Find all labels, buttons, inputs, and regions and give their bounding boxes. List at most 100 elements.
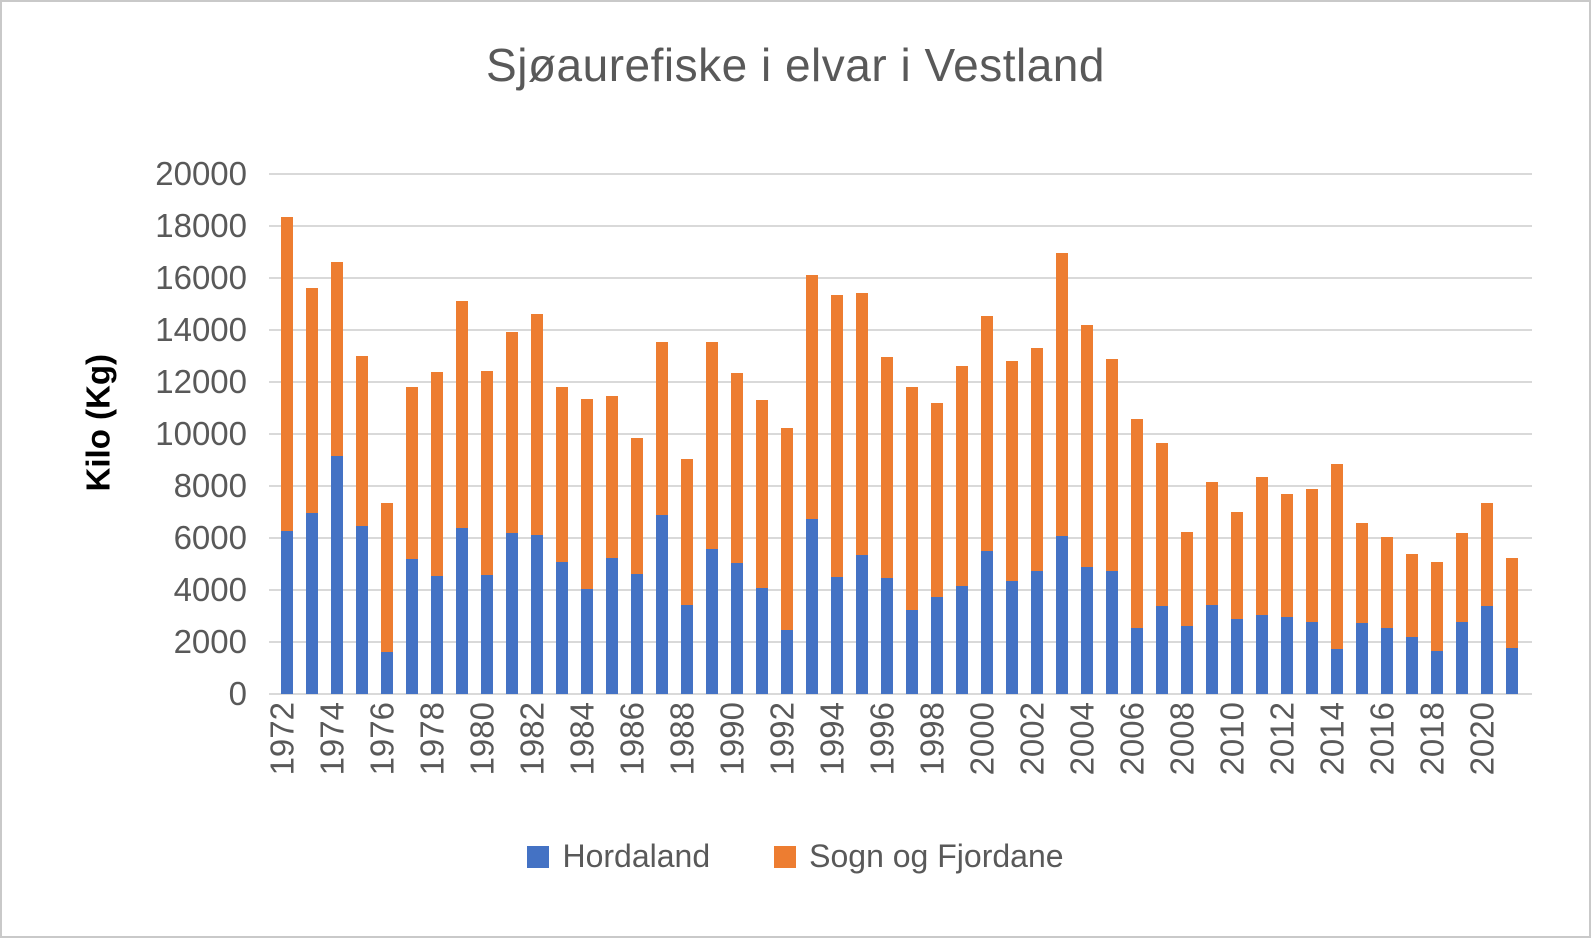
bar-segment-sogn-og-fjordane-1988: [680, 458, 693, 605]
y-tick-label-10000: 10000: [155, 415, 247, 452]
bar-segment-hordaland-1979: [455, 528, 468, 694]
x-tick-label-1992: 1992: [763, 702, 801, 776]
gridline-16000: [269, 277, 1532, 279]
bar-segment-hordaland-1997: [905, 610, 918, 694]
bar-segment-hordaland-2007: [1155, 606, 1168, 694]
bar-segment-hordaland-2018: [1430, 651, 1443, 694]
bar-segment-sogn-og-fjordane-2008: [1180, 532, 1193, 627]
bar-segment-hordaland-2015: [1355, 622, 1368, 694]
x-tick-label-2010: 2010: [1213, 702, 1251, 776]
bar-segment-sogn-og-fjordane-1993: [805, 274, 818, 519]
bar-segment-sogn-og-fjordane-2000: [980, 315, 993, 551]
x-tick-label-2000: 2000: [963, 702, 1001, 776]
bar-segment-sogn-og-fjordane-2012: [1280, 493, 1293, 618]
bar-segment-hordaland-2010: [1230, 618, 1243, 694]
x-tick-label-2002: 2002: [1013, 702, 1051, 776]
bar-segment-hordaland-1985: [605, 558, 618, 694]
bar-segment-hordaland-2009: [1205, 605, 1218, 694]
bar-segment-sogn-og-fjordane-2021: [1505, 557, 1518, 648]
y-tick-label-0: 0: [228, 675, 247, 712]
bar-segment-sogn-og-fjordane-1994: [830, 295, 843, 578]
x-tick-label-2014: 2014: [1313, 702, 1351, 776]
bar-segment-hordaland-2005: [1105, 570, 1118, 694]
y-tick-label-6000: 6000: [173, 519, 247, 556]
y-tick-label-12000: 12000: [155, 363, 247, 400]
bar-segment-sogn-og-fjordane-1987: [655, 342, 668, 515]
bar-segment-hordaland-1996: [880, 578, 893, 694]
bar-segment-hordaland-2008: [1180, 626, 1193, 694]
bar-segment-sogn-og-fjordane-1980: [480, 371, 493, 575]
y-tick-label-4000: 4000: [173, 571, 247, 608]
bar-segment-sogn-og-fjordane-1992: [780, 428, 793, 631]
x-tick-label-1996: 1996: [863, 702, 901, 776]
y-tick-label-2000: 2000: [173, 623, 247, 660]
y-tick-label-8000: 8000: [173, 467, 247, 504]
x-tick-label-2006: 2006: [1113, 702, 1151, 776]
gridline-4000: [269, 589, 1532, 591]
x-tick-label-1994: 1994: [813, 702, 851, 776]
bar-segment-hordaland-2020: [1480, 606, 1493, 694]
bar-segment-hordaland-2002: [1030, 570, 1043, 694]
bar-segment-hordaland-1974: [330, 455, 343, 694]
bar-segment-sogn-og-fjordane-1979: [455, 300, 468, 529]
bar-segment-hordaland-1988: [680, 604, 693, 694]
bar-segment-hordaland-2011: [1255, 614, 1268, 694]
bar-segment-sogn-og-fjordane-2010: [1230, 511, 1243, 619]
bar-segment-sogn-og-fjordane-2018: [1430, 561, 1443, 652]
bar-segment-hordaland-1991: [755, 587, 768, 694]
bar-segment-sogn-og-fjordane-1998: [930, 402, 943, 597]
legend-label: Sogn og Fjordane: [809, 838, 1064, 874]
bar-segment-hordaland-2000: [980, 551, 993, 694]
gridline-18000: [269, 225, 1532, 227]
bar-segment-hordaland-2003: [1055, 535, 1068, 694]
bar-segment-sogn-og-fjordane-1975: [355, 355, 368, 526]
bar-segment-hordaland-1975: [355, 525, 368, 694]
bar-segment-sogn-og-fjordane-1978: [430, 372, 443, 576]
bar-segment-sogn-og-fjordane-1991: [755, 400, 768, 588]
gridline-2000: [269, 641, 1532, 643]
legend-swatch-icon: [527, 845, 550, 868]
x-tick-label-1980: 1980: [463, 702, 501, 776]
x-tick-label-2012: 2012: [1263, 702, 1301, 776]
bar-segment-sogn-og-fjordane-1996: [880, 356, 893, 579]
gridline-8000: [269, 485, 1532, 487]
bar-segment-sogn-og-fjordane-1976: [380, 502, 393, 652]
bar-segment-sogn-og-fjordane-2015: [1355, 522, 1368, 623]
bar-segment-hordaland-1994: [830, 577, 843, 694]
gridline-20000: [269, 173, 1532, 175]
bar-segment-hordaland-1993: [805, 518, 818, 694]
bar-segment-sogn-og-fjordane-1977: [405, 387, 418, 559]
bar-segment-hordaland-2001: [1005, 581, 1018, 694]
bar-segment-sogn-og-fjordane-1973: [305, 288, 318, 514]
chart-title: Sjøaurefiske i elvar i Vestland: [486, 39, 1105, 91]
plot-area: [269, 173, 1532, 695]
bar-segment-sogn-og-fjordane-2009: [1205, 481, 1218, 606]
bar-segment-sogn-og-fjordane-1983: [555, 387, 568, 562]
bar-segment-sogn-og-fjordane-2007: [1155, 443, 1168, 607]
bar-segment-hordaland-2006: [1130, 627, 1143, 694]
bar-segment-sogn-og-fjordane-2004: [1080, 324, 1093, 567]
bar-segment-sogn-og-fjordane-1999: [955, 366, 968, 587]
y-tick-label-14000: 14000: [155, 311, 247, 348]
bar-segment-sogn-og-fjordane-2002: [1030, 347, 1043, 571]
x-tick-label-1990: 1990: [713, 702, 751, 776]
bar-segment-hordaland-1977: [405, 558, 418, 694]
bar-segment-sogn-og-fjordane-2006: [1130, 419, 1143, 628]
bar-segment-sogn-og-fjordane-1995: [855, 293, 868, 556]
bar-segment-hordaland-1976: [380, 651, 393, 694]
x-tick-label-1972: 1972: [263, 702, 301, 776]
legend: Hordaland Sogn og Fjordane: [2, 838, 1589, 875]
y-axis-tick-labels: 0 2000 4000 6000 8000 10000 12000 14000 16000 180…: [2, 155, 247, 712]
y-tick-label-18000: 18000: [155, 207, 247, 244]
x-tick-label-1978: 1978: [413, 702, 451, 776]
bar-segment-sogn-og-fjordane-1990: [730, 372, 743, 563]
gridline-14000: [269, 329, 1532, 331]
x-tick-label-1976: 1976: [363, 702, 401, 776]
bar-segment-sogn-og-fjordane-1984: [580, 398, 593, 590]
bar-segment-hordaland-1986: [630, 574, 643, 694]
bar-segment-hordaland-1980: [480, 574, 493, 694]
x-tick-label-2016: 2016: [1363, 702, 1401, 776]
bar-segment-hordaland-2019: [1455, 622, 1468, 694]
bar-segment-sogn-og-fjordane-2003: [1055, 252, 1068, 536]
gridline-0: [269, 693, 1532, 695]
